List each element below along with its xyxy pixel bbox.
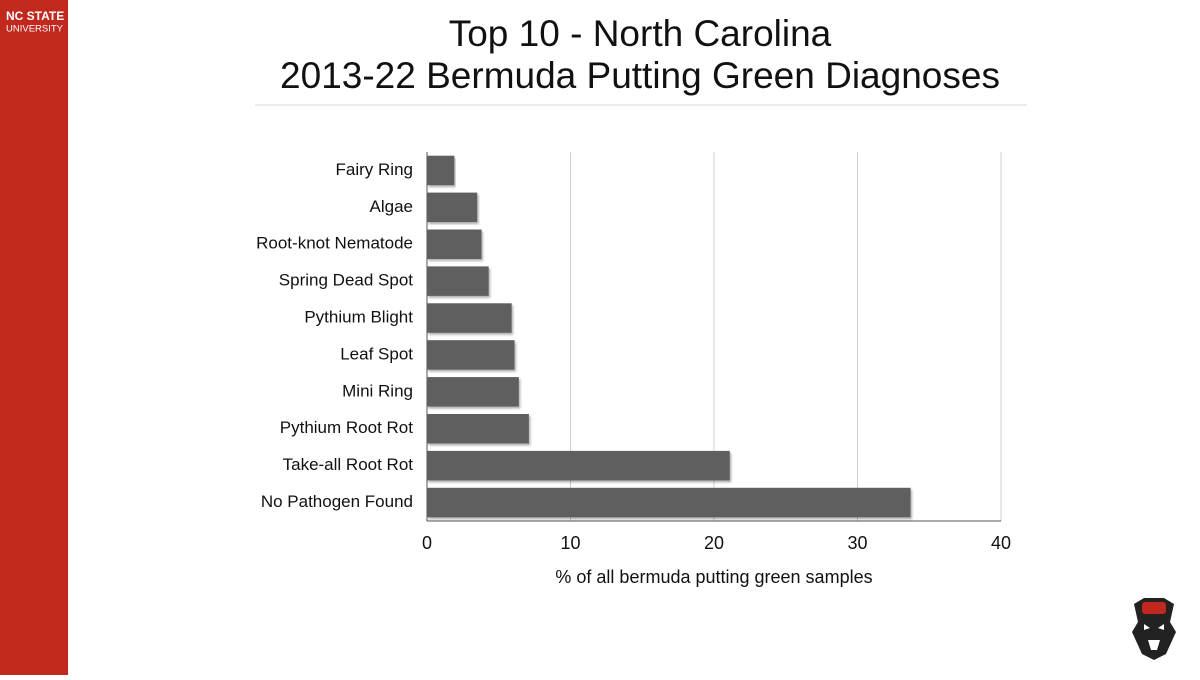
- y-tick-label: No Pathogen Found: [261, 492, 413, 511]
- y-tick-label: Pythium Blight: [304, 308, 413, 327]
- brand-sub: UNIVERSITY: [6, 24, 64, 35]
- chart-subtitle: 2013-22 Bermuda Putting Green Diagnoses: [280, 55, 1000, 96]
- x-tick-label: 0: [422, 533, 432, 553]
- y-tick-label: Algae: [370, 197, 413, 216]
- bar: [427, 192, 478, 223]
- wolf-logo: [1132, 598, 1176, 660]
- y-tick-label: Root-knot Nematode: [256, 234, 413, 253]
- chart-title: Top 10 - North Carolina: [449, 13, 832, 54]
- x-tick-label: 40: [991, 533, 1011, 553]
- y-tick-label: Spring Dead Spot: [279, 271, 413, 290]
- y-tick-label: Pythium Root Rot: [280, 418, 413, 437]
- bar: [427, 303, 512, 333]
- x-tick-label: 10: [560, 533, 580, 553]
- brand-name: NC STATE: [6, 9, 64, 23]
- y-tick-label: Mini Ring: [342, 381, 413, 400]
- brand-bar: [0, 0, 68, 675]
- y-tick-label: Leaf Spot: [340, 344, 413, 363]
- x-axis-label: % of all bermuda putting green samples: [555, 567, 872, 587]
- bar: [427, 413, 529, 444]
- bar: [427, 229, 482, 260]
- y-tick-label: Fairy Ring: [336, 160, 413, 179]
- bar: [427, 377, 519, 407]
- x-tick-label: 20: [704, 533, 724, 553]
- bar: [427, 487, 911, 518]
- bar: [427, 340, 515, 370]
- x-tick-label: 30: [847, 533, 867, 553]
- bar: [427, 266, 489, 296]
- bar: [427, 155, 455, 186]
- y-tick-label: Take-all Root Rot: [283, 455, 414, 474]
- bar: [427, 450, 730, 481]
